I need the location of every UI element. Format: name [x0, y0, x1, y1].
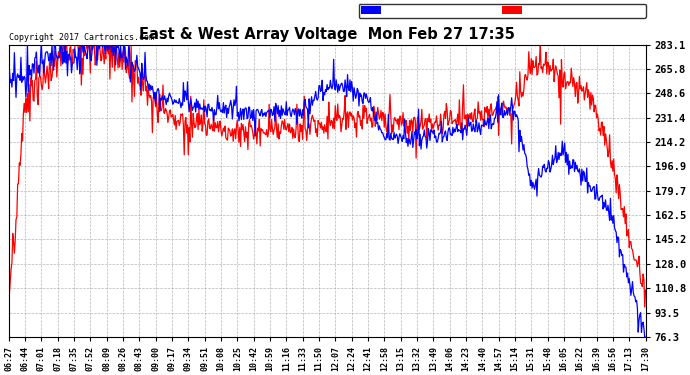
Text: Copyright 2017 Cartronics.com: Copyright 2017 Cartronics.com	[9, 33, 154, 42]
Title: East & West Array Voltage  Mon Feb 27 17:35: East & West Array Voltage Mon Feb 27 17:…	[139, 27, 515, 42]
Legend: East Array  (DC Volts), West Array  (DC Volts): East Array (DC Volts), West Array (DC Vo…	[359, 4, 646, 18]
